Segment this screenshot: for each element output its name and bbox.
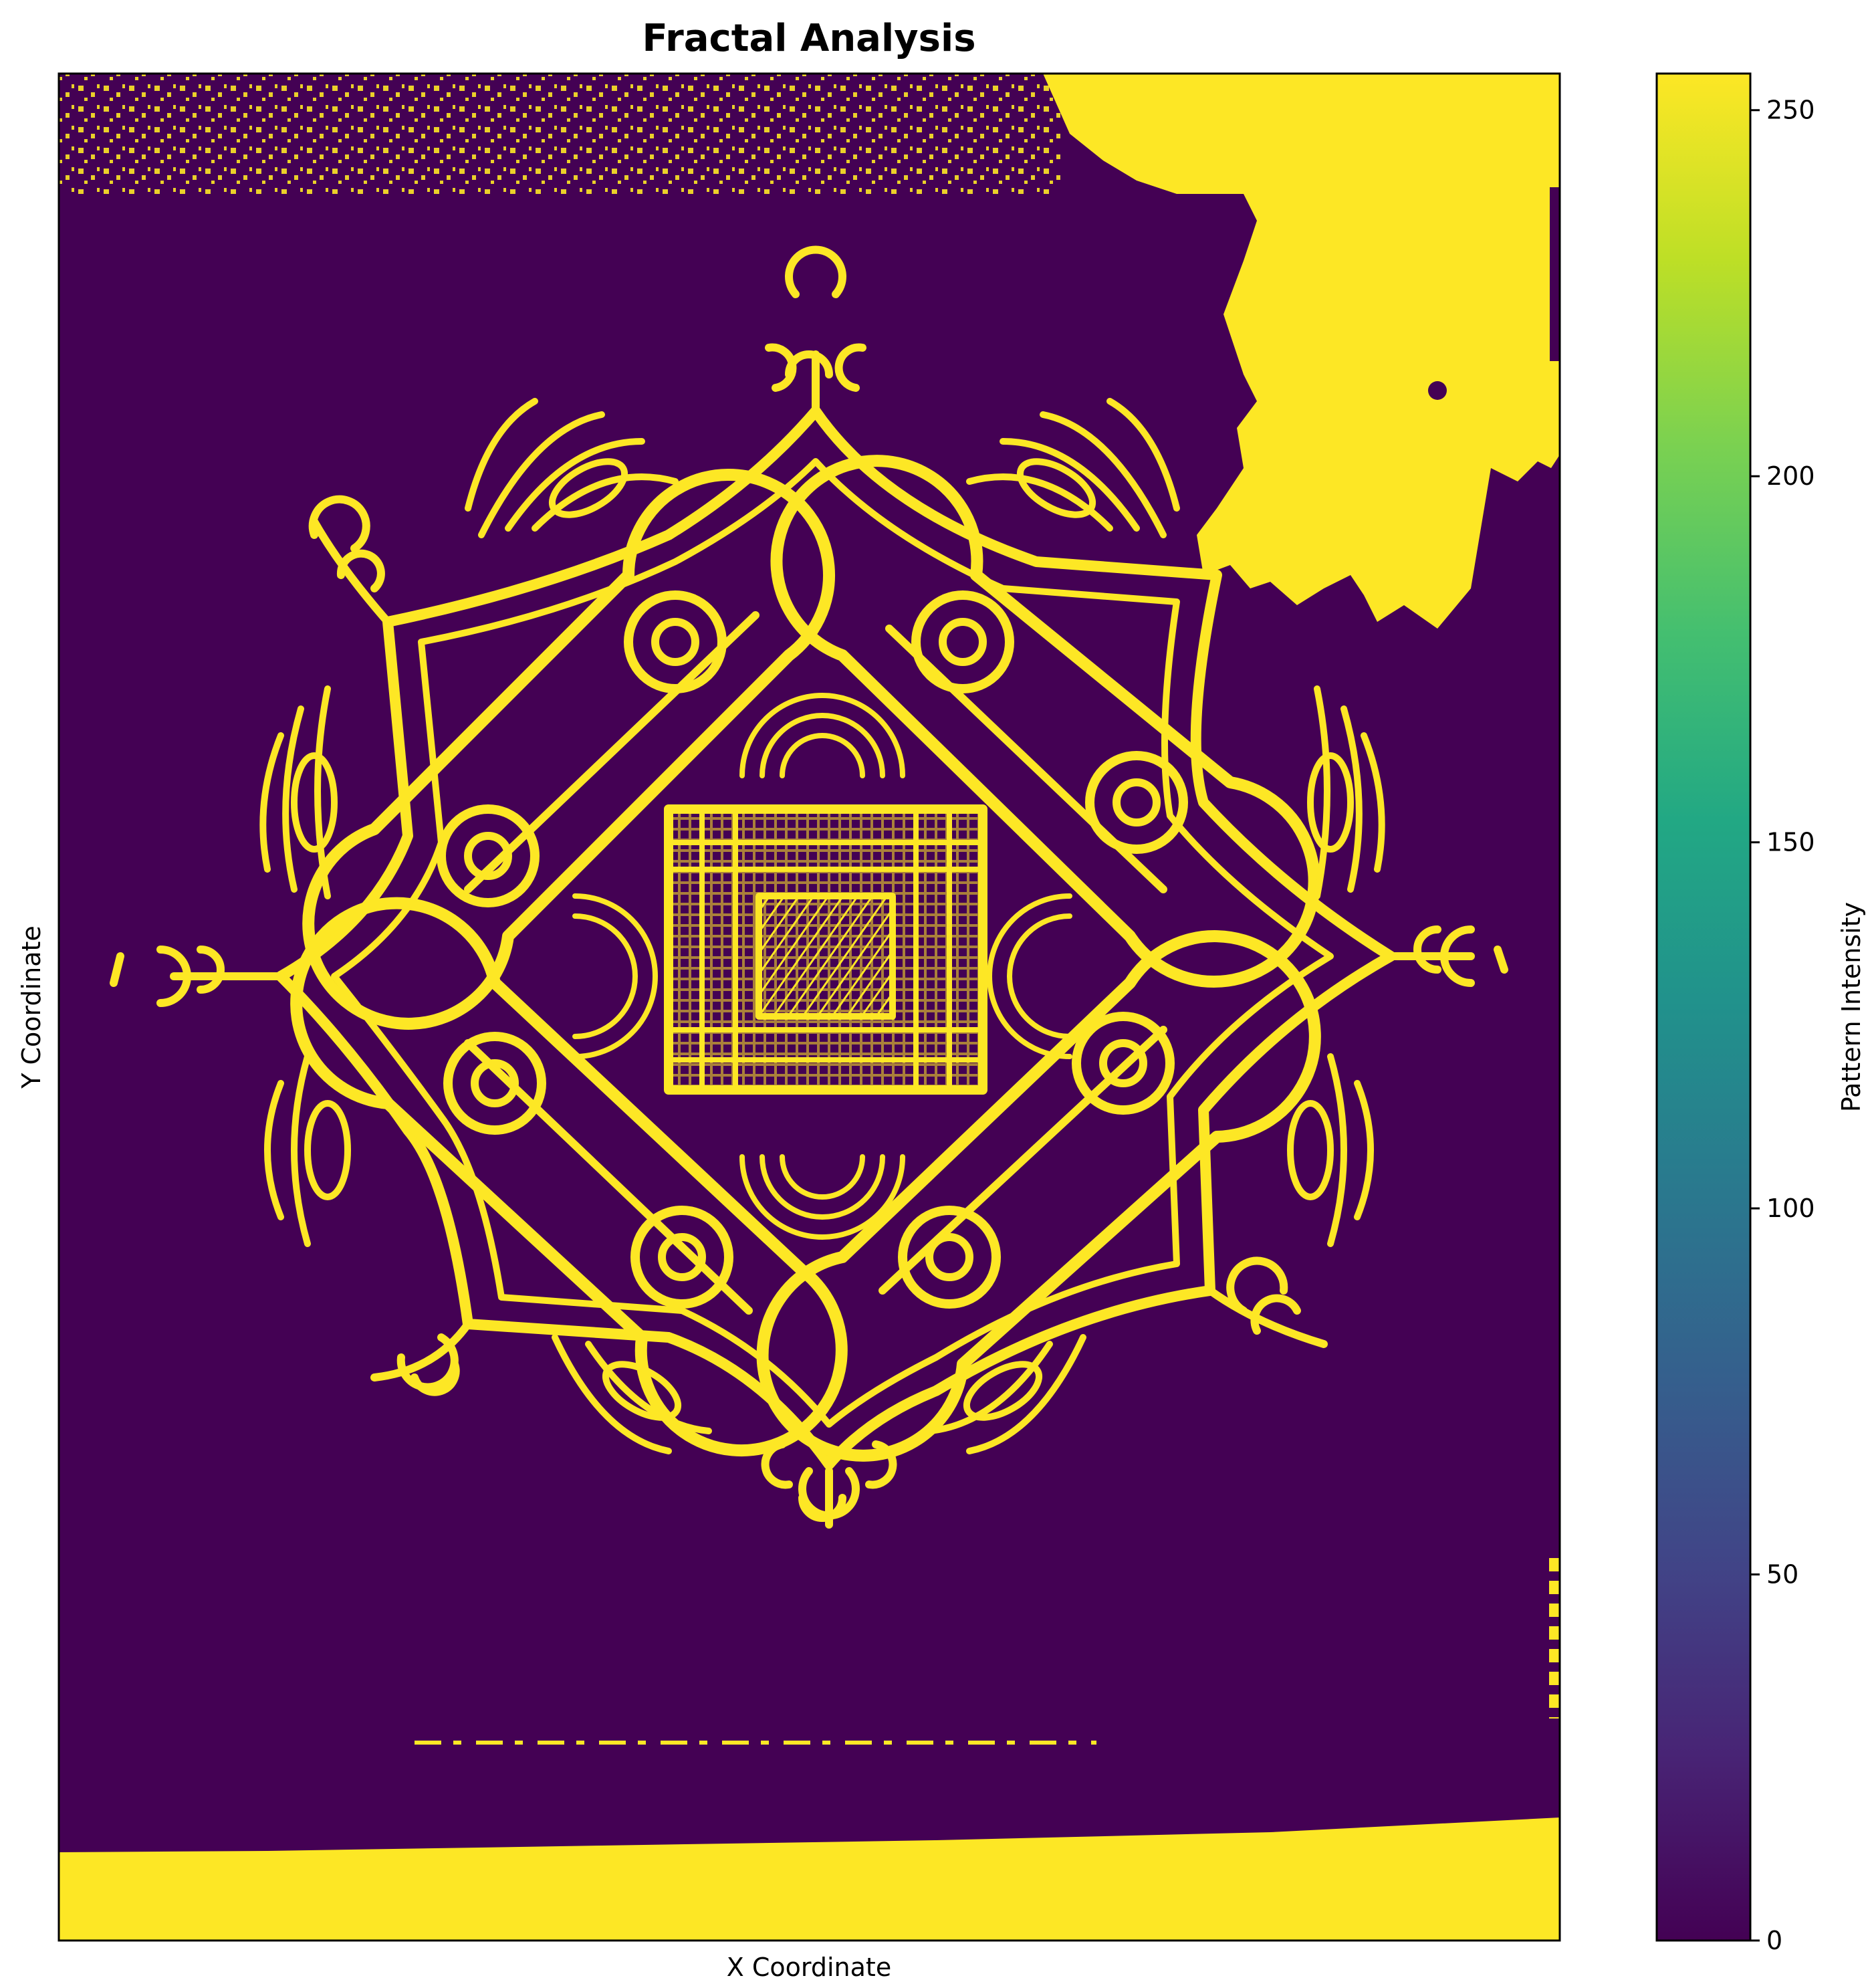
top-right-bright-region — [1043, 74, 1560, 629]
chart-title: Fractal Analysis — [642, 17, 975, 60]
colorbar-tick-label: 200 — [1766, 461, 1815, 491]
colorbar-tick-label: 100 — [1766, 1194, 1815, 1223]
bottom-center-arcs — [739, 1154, 905, 1240]
colorbar-gradient — [1657, 74, 1750, 1941]
x-axis-label: X Coordinate — [727, 1953, 891, 1982]
spiral-loop-bottom-left — [290, 897, 848, 1457]
mandala-ornament — [110, 245, 1508, 1529]
spiral-loop-top-right — [770, 455, 1320, 988]
colorbar-frame — [1655, 72, 1752, 1942]
spiral-loop-top-left — [302, 469, 835, 1030]
colorbar-label: Pattern Intensity — [1837, 902, 1866, 1112]
top-speckle-band — [59, 74, 1062, 194]
central-grid-square — [664, 804, 987, 1095]
colorbar-tick-label: 0 — [1766, 1926, 1782, 1955]
spiral-loop-bottom-right — [756, 930, 1321, 1462]
colorbar: 0 50 100 150 200 250 Pattern Intensity — [1655, 72, 1866, 1955]
top-right-dark-spot — [1428, 381, 1447, 400]
left-center-arcs — [572, 893, 658, 1059]
floral-fans — [259, 398, 1385, 1454]
bottom-bright-band — [59, 1817, 1560, 1941]
colorbar-tick-label: 250 — [1766, 96, 1815, 125]
colorbar-tick-label: 150 — [1766, 828, 1815, 857]
colorbar-ticks: 0 50 100 150 200 250 — [1750, 96, 1815, 1955]
y-axis-label: Y Coordinate — [17, 925, 46, 1089]
right-center-arcs — [987, 893, 1072, 1059]
plot-frame — [57, 72, 1561, 1942]
heatmap-image — [59, 74, 1560, 1941]
top-center-arcs — [739, 693, 905, 778]
top-right-dark-strip — [1550, 187, 1560, 361]
colorbar-tick-label: 50 — [1766, 1560, 1798, 1589]
scroll-finials — [110, 245, 1508, 1529]
outer-star-frame-inner — [331, 458, 1334, 1428]
